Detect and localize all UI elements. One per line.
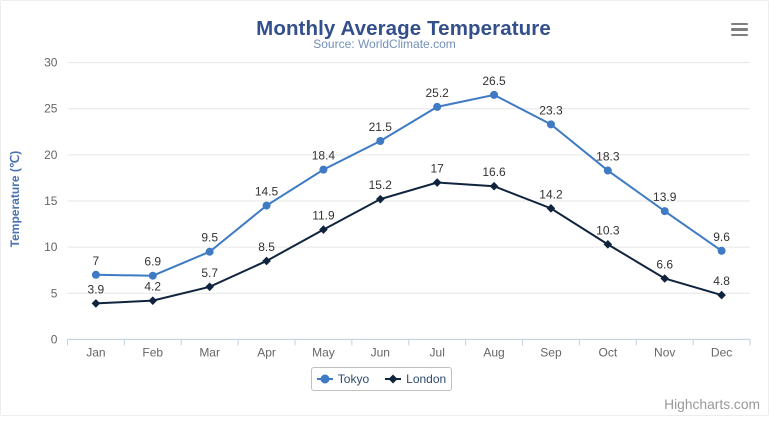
- svg-text:16.6: 16.6: [482, 165, 506, 179]
- svg-text:6.9: 6.9: [144, 255, 161, 269]
- svg-text:18.4: 18.4: [312, 149, 336, 163]
- svg-text:Sep: Sep: [540, 345, 562, 359]
- svg-text:23.3: 23.3: [539, 103, 563, 117]
- svg-text:9.5: 9.5: [201, 231, 218, 245]
- svg-text:7: 7: [93, 254, 100, 268]
- svg-text:20: 20: [44, 148, 58, 162]
- svg-text:15.2: 15.2: [369, 178, 393, 192]
- svg-text:5: 5: [51, 286, 58, 300]
- svg-text:Oct: Oct: [599, 345, 618, 359]
- svg-text:Feb: Feb: [142, 345, 163, 359]
- svg-text:6.6: 6.6: [656, 257, 673, 271]
- svg-text:10.3: 10.3: [596, 223, 620, 237]
- svg-text:30: 30: [44, 56, 58, 70]
- svg-text:Nov: Nov: [654, 345, 675, 359]
- svg-text:15: 15: [44, 194, 58, 208]
- svg-text:Jun: Jun: [371, 345, 390, 359]
- svg-text:Dec: Dec: [711, 345, 732, 359]
- svg-text:Jul: Jul: [430, 345, 445, 359]
- svg-text:4.8: 4.8: [713, 274, 730, 288]
- svg-text:14.2: 14.2: [539, 187, 563, 201]
- svg-text:Mar: Mar: [199, 345, 220, 359]
- svg-text:14.5: 14.5: [255, 185, 279, 199]
- svg-text:9.6: 9.6: [713, 230, 730, 244]
- svg-text:17: 17: [431, 162, 445, 176]
- svg-text:3.9: 3.9: [88, 282, 105, 296]
- svg-text:25.2: 25.2: [426, 86, 450, 100]
- svg-text:26.5: 26.5: [482, 74, 506, 88]
- svg-text:May: May: [312, 345, 335, 359]
- svg-text:8.5: 8.5: [258, 240, 275, 254]
- svg-text:21.5: 21.5: [369, 120, 393, 134]
- svg-text:4.2: 4.2: [144, 280, 161, 294]
- svg-text:Apr: Apr: [257, 345, 276, 359]
- svg-text:0: 0: [51, 332, 58, 346]
- svg-text:25: 25: [44, 102, 58, 116]
- svg-text:11.9: 11.9: [312, 209, 335, 223]
- svg-text:Aug: Aug: [483, 345, 504, 359]
- svg-text:13.9: 13.9: [653, 190, 677, 204]
- svg-text:5.7: 5.7: [201, 266, 218, 280]
- svg-text:Jan: Jan: [86, 345, 105, 359]
- svg-text:18.3: 18.3: [596, 150, 620, 164]
- svg-text:10: 10: [44, 240, 58, 254]
